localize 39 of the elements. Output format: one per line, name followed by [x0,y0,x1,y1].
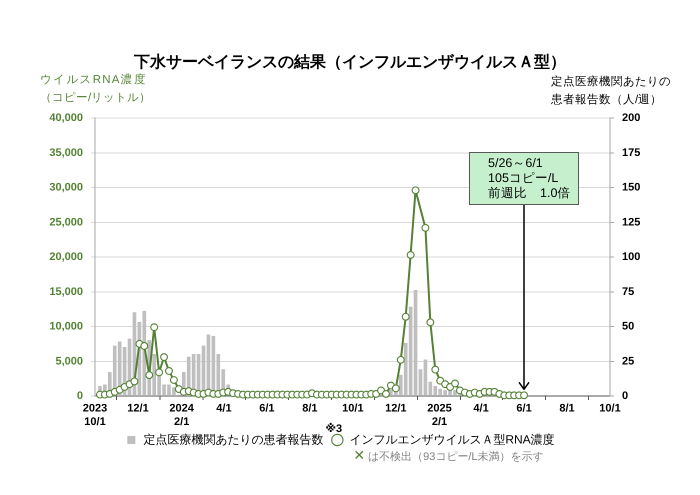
x-tick-label: 6/1 [516,402,532,415]
y-tick-label: 5,000 [55,355,83,368]
y2-tick-label: 0 [622,390,628,402]
y-tick-label: 35,000 [49,146,83,159]
y2-tick-label: 100 [622,251,640,264]
y2-tick-label: 200 [622,112,640,124]
text: ✕ は不検出（93コピー/L未満）を示す [353,447,544,463]
legend-label: 定点医療機関あたりの患者報告数 [143,432,324,446]
x-tick-label: 10/1 [342,402,364,415]
y-tick-label: 15,000 [49,286,83,298]
x-tick-label: 8/1 [559,402,575,415]
annotation: 5/26～6/1 105コピー/L 前週比 1.0倍 [469,152,580,205]
y-tick-label: 20,000 [49,251,83,264]
y-axis-title: ウイルスRNA濃度（コピー/リットル） [40,72,152,106]
y2-tick-label: 150 [622,182,640,194]
x-tick-label: 10/1 [599,402,621,415]
x-tick-label: 12/1 [385,402,407,415]
chart-title: 下水サーベイランスの結果（インフルエンザウイルスＡ型） [133,52,567,73]
x-tick-label: 2025 2/1 [427,402,452,428]
y2-tick-label: 175 [622,146,640,159]
y-tick-label: 30,000 [49,182,83,194]
y-tick-label: 10,000 [49,320,83,333]
x-tick-label: 8/1 [302,402,318,415]
legend-label: インフルエンザウイルスＡ型RNA濃度 [349,432,555,446]
x-tick-label: 4/1 [216,402,232,415]
y-tick-label: 25,000 [49,216,83,228]
x-tick-label: 6/1 [259,402,275,415]
y2-axis-title: 定点医療機関あたりの患者報告数（人/週） [551,74,672,108]
y2-tick-label: 125 [622,216,640,228]
y2-tick-label: 50 [622,320,634,333]
y2-tick-label: 25 [622,355,634,368]
x-tick-label: 4/1 [473,402,489,415]
x-tick-label: 2024 2/1 [169,402,195,428]
text: ※3 [325,422,342,435]
y2-tick-label: 75 [622,286,634,298]
y-tick-label: 0 [76,390,83,402]
x-tick-label: 2023 10/1 [82,402,108,428]
x-tick-label: 12/1 [127,402,149,415]
y-tick-label: 40,000 [49,112,83,124]
